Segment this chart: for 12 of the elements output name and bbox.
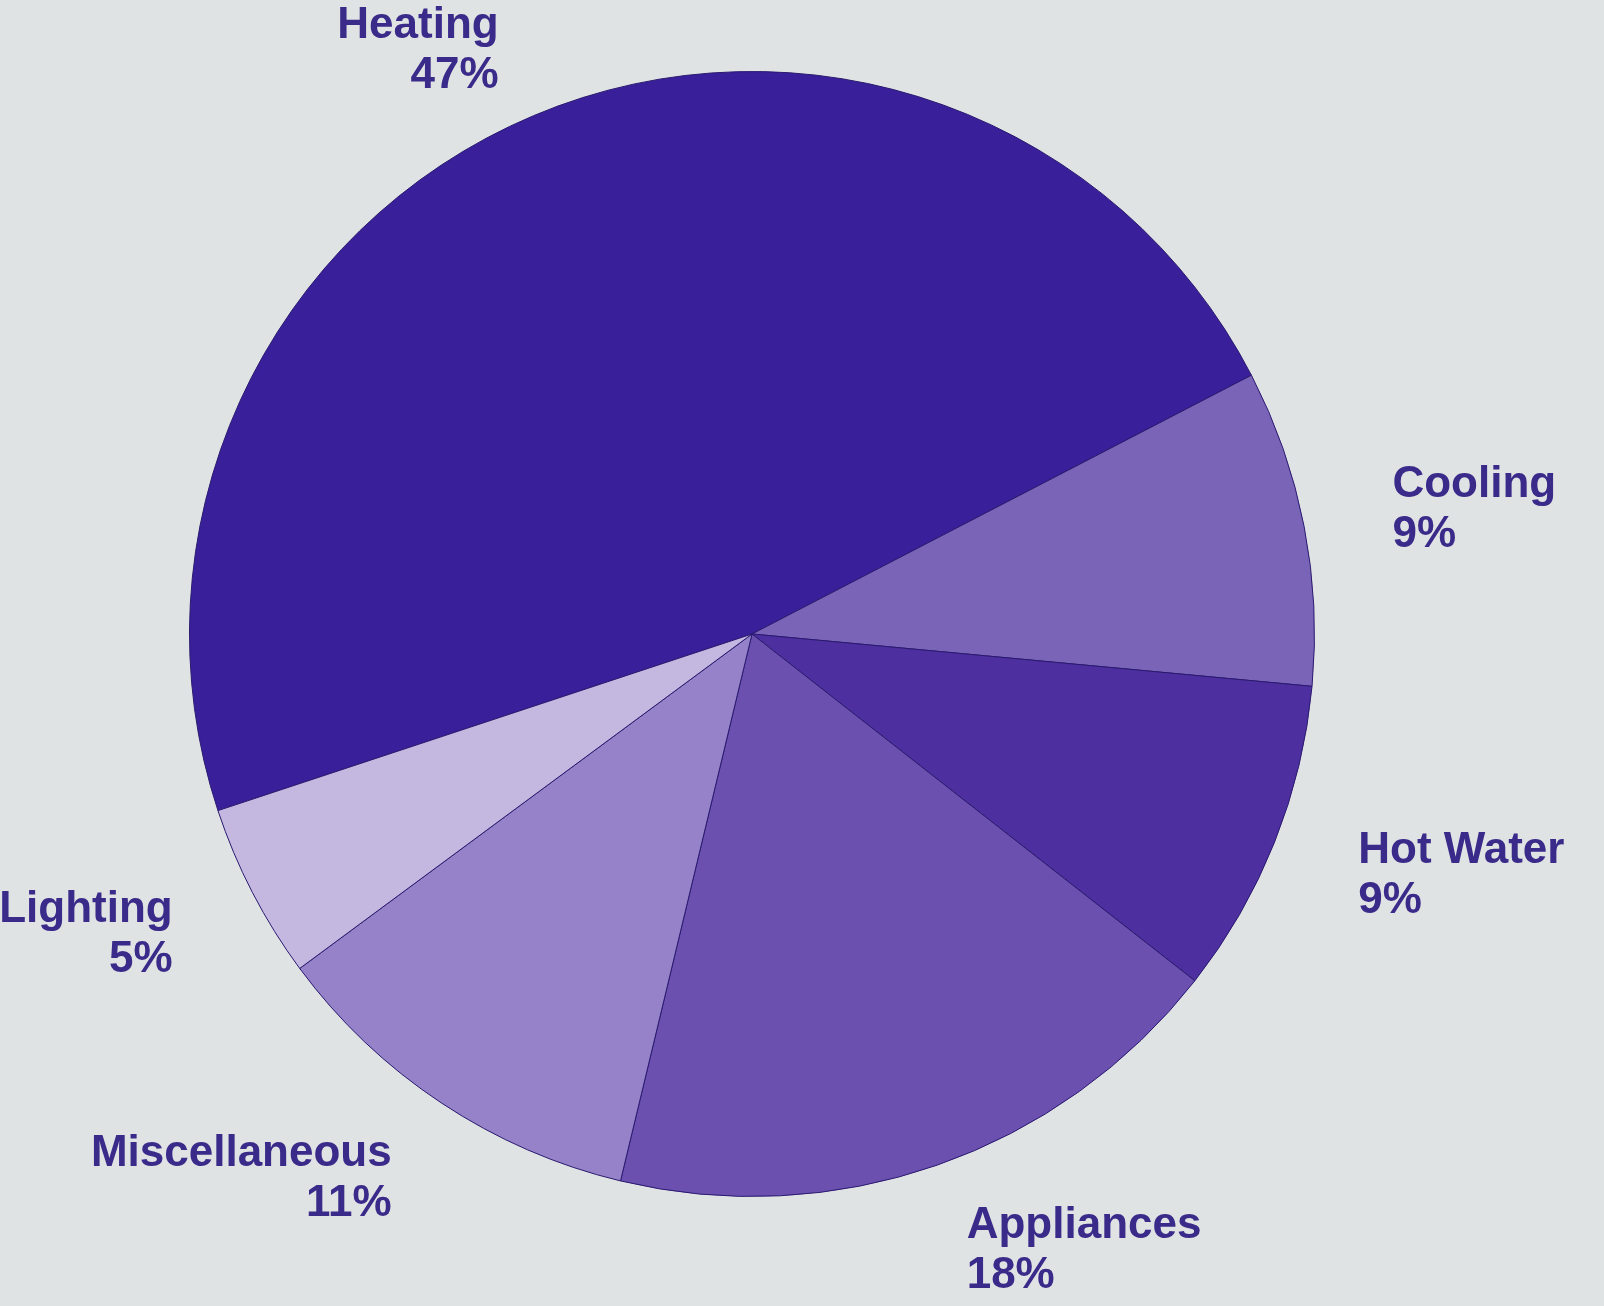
data-label: 9% <box>1358 873 1422 923</box>
slice-label: Miscellaneous <box>90 1126 392 1176</box>
slice-label: Lighting <box>0 882 173 932</box>
slice-label: Cooling <box>1392 457 1557 507</box>
data-label: 5% <box>109 932 173 982</box>
data-label: 47% <box>410 48 499 98</box>
slice-label: Hot Water <box>1358 823 1565 873</box>
data-label: 11% <box>306 1176 392 1226</box>
slice-label: Heating <box>337 0 499 48</box>
slice-label: Appliances <box>966 1198 1202 1248</box>
data-label: 18% <box>966 1248 1055 1298</box>
data-label: 9% <box>1392 507 1457 557</box>
